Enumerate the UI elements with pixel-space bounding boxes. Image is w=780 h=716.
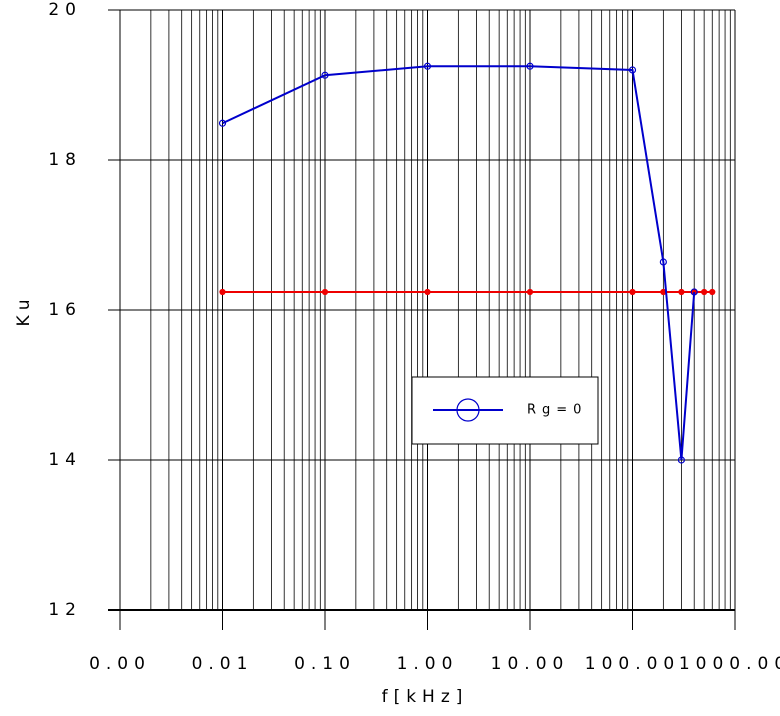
series-line xyxy=(222,65,696,461)
point xyxy=(423,62,432,70)
x-tick-label: 0.00 xyxy=(89,654,151,674)
point xyxy=(677,456,686,464)
y-tick-label: 14 xyxy=(48,450,82,470)
point xyxy=(659,258,667,266)
x-tick-label: 1.00 xyxy=(397,654,459,674)
point xyxy=(628,66,637,74)
point xyxy=(690,288,698,296)
y-axis-label: Ku xyxy=(14,293,34,326)
y-tick-label: 18 xyxy=(48,150,82,170)
point xyxy=(678,288,685,296)
x-axis-label: f[kHz] xyxy=(382,687,469,707)
y-tick-label: 16 xyxy=(48,300,82,320)
point xyxy=(629,288,636,296)
point xyxy=(218,119,227,127)
x-tick-label: 10.00 xyxy=(491,654,570,674)
legend-marker xyxy=(456,398,480,422)
point xyxy=(321,71,329,79)
y-tick-label: 12 xyxy=(48,600,82,620)
x-tick-label: 100.00 xyxy=(585,654,680,674)
point xyxy=(321,288,329,296)
x-tick-label: 0.10 xyxy=(294,654,356,674)
y-tick-label: 20 xyxy=(48,0,82,20)
point xyxy=(701,288,708,296)
point xyxy=(709,288,716,296)
point xyxy=(219,288,226,296)
x-tick-label: 1000.00 xyxy=(679,654,780,674)
legend-label: Rg=0 xyxy=(527,403,587,418)
point xyxy=(424,288,431,296)
point xyxy=(526,288,534,296)
point xyxy=(526,62,534,70)
x-tick-label: 0.01 xyxy=(192,654,254,674)
